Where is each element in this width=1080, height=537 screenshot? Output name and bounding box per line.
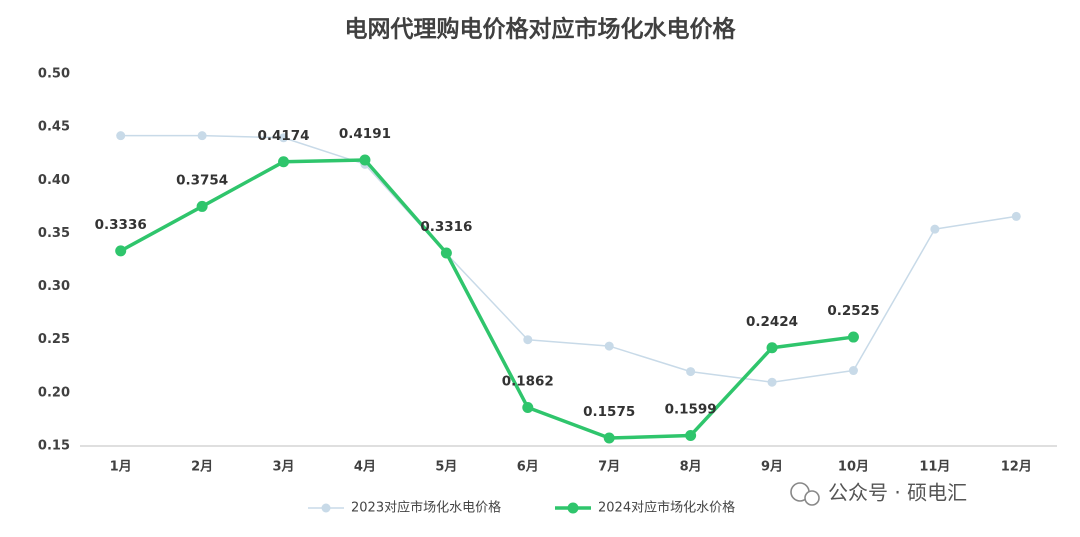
y-tick-label: 0.20 [38,385,70,400]
x-tick-label: 2月 [191,460,213,475]
data-point [115,245,127,257]
y-tick-label: 0.50 [38,67,70,82]
x-tick-label: 1月 [110,460,132,475]
data-label: 0.3754 [176,172,228,188]
data-point [1011,211,1021,221]
y-tick-label: 0.35 [38,226,70,241]
data-point [767,377,777,387]
x-tick-label: 4月 [354,460,376,475]
data-point [848,366,858,376]
data-label: 0.2525 [827,303,879,319]
data-label: 0.1599 [665,401,717,417]
data-point [279,133,289,143]
y-tick-label: 0.40 [38,173,70,188]
y-tick-label: 0.15 [38,439,70,454]
x-tick-label: 11月 [919,460,950,475]
legend-label: 2023对应市场化水电价格 [351,500,501,516]
watermark-text: 公众号 · 硕电汇 [828,481,967,505]
data-point [278,156,290,168]
watermark: 公众号 · 硕电汇 [790,481,967,506]
data-label: 0.3316 [420,219,472,235]
x-tick-label: 7月 [598,460,620,475]
data-point [930,224,940,234]
chart-title: 电网代理购电价格对应市场化水电价格 [345,16,737,43]
data-point [197,131,207,141]
x-tick-label: 3月 [273,460,295,475]
x-tick-label: 9月 [761,460,783,475]
x-tick-label: 8月 [680,460,702,475]
data-point [847,331,859,343]
data-point [686,367,696,377]
watermark-icon [804,490,820,506]
series-line [120,134,1017,383]
y-tick-label: 0.25 [38,332,70,347]
legend-marker [567,502,579,514]
y-tick-label: 0.30 [38,279,70,294]
data-label: 0.1862 [502,374,554,390]
data-label: 0.2424 [746,314,798,330]
x-tick-label: 5月 [435,460,457,475]
data-point [116,131,126,141]
series-line [119,158,854,440]
data-point [522,402,534,414]
data-label: 0.1575 [583,404,635,420]
data-label: 0.4191 [339,126,391,142]
data-point [604,341,614,351]
x-tick-label: 6月 [517,460,539,475]
data-point [603,432,615,444]
y-tick-label: 0.45 [38,120,70,135]
data-point [685,429,697,441]
data-point [766,342,778,354]
x-tick-label: 10月 [838,460,869,475]
data-label: 0.4174 [257,128,309,144]
data-point [523,335,533,345]
data-point [359,154,371,166]
data-label: 0.3336 [95,217,147,233]
data-point [196,200,208,212]
legend-label: 2024对应市场化水价格 [598,500,735,516]
x-tick-label: 12月 [1001,460,1032,475]
data-point [440,247,452,259]
legend-marker [321,503,331,513]
